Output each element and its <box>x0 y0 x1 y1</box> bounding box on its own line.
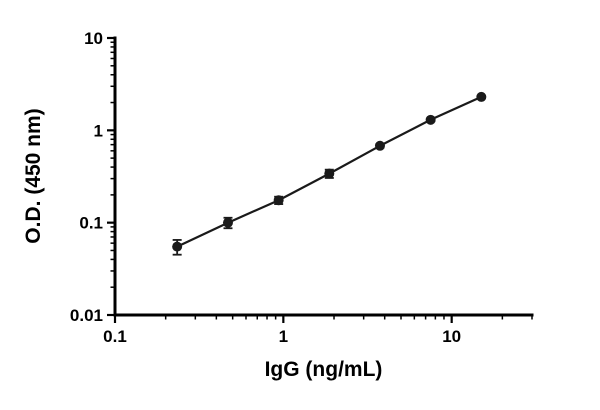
svg-text:10: 10 <box>84 29 103 48</box>
svg-text:0.01: 0.01 <box>70 306 103 325</box>
y-axis-label: O.D. (450 nm) <box>22 108 45 244</box>
svg-text:0.1: 0.1 <box>103 327 127 346</box>
svg-text:1: 1 <box>94 121 103 140</box>
svg-text:0.1: 0.1 <box>79 214 103 233</box>
svg-text:10: 10 <box>442 327 461 346</box>
x-axis-label: IgG (ng/mL) <box>264 358 383 381</box>
svg-text:1: 1 <box>279 327 288 346</box>
